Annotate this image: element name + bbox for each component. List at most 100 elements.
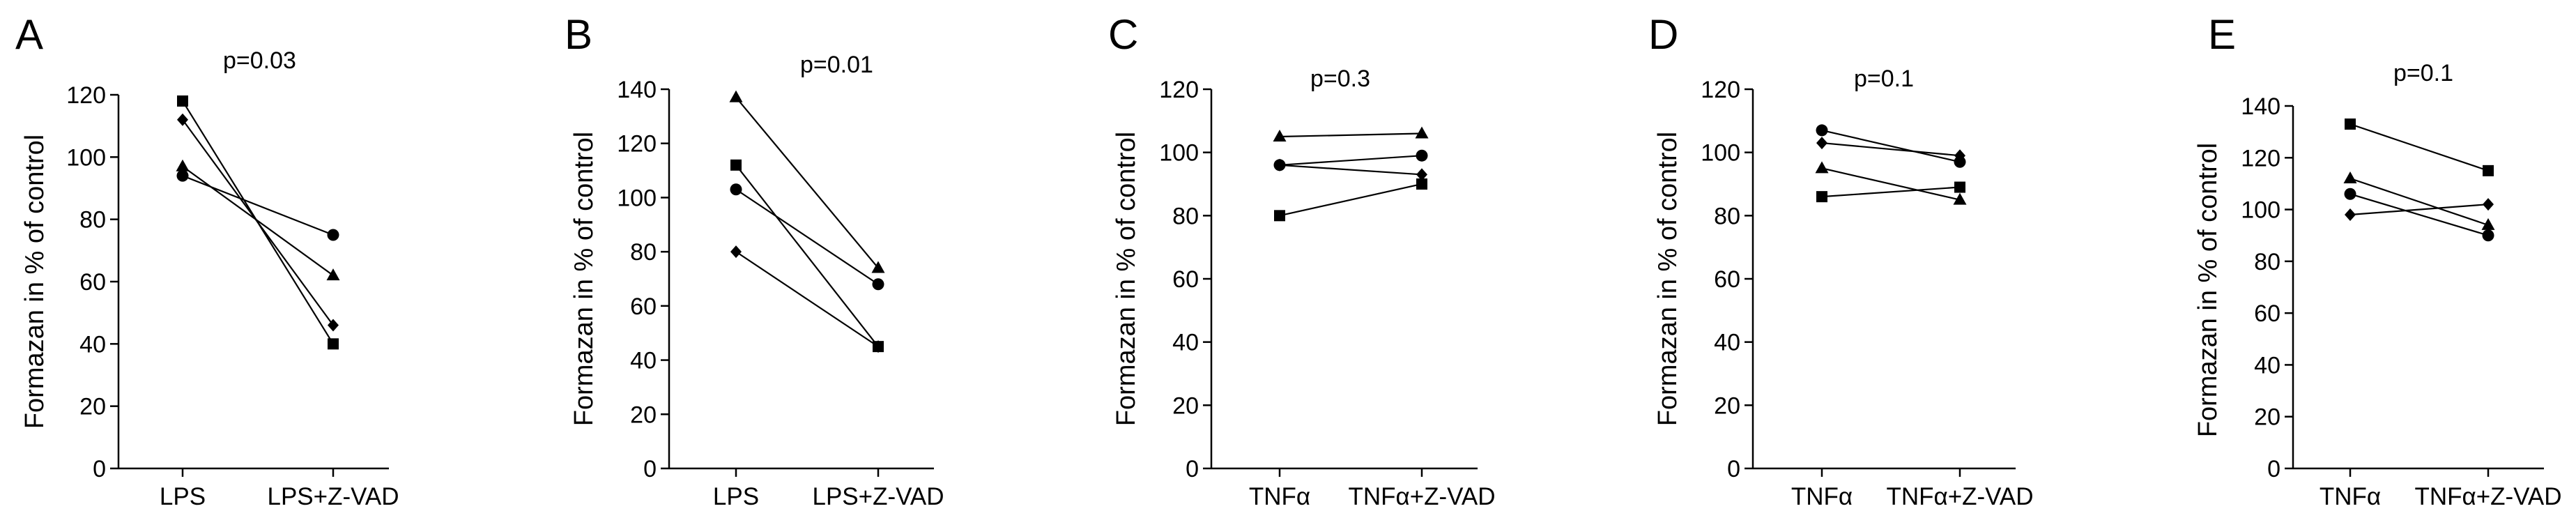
data-point-circle (730, 183, 742, 196)
series-diamond (730, 245, 884, 353)
series-line (1279, 183, 1423, 217)
data-point-circle (176, 169, 189, 182)
x-category-label: LPS (713, 483, 759, 510)
x-category-label: LPS+Z-VAD (268, 483, 399, 510)
data-point-square (2345, 119, 2356, 130)
series-diamond (177, 113, 339, 332)
data-point-square (328, 338, 339, 350)
series-square (1816, 181, 1965, 203)
series-line (1821, 186, 1961, 198)
p-value-annotation: p=0.03 (223, 47, 296, 74)
y-tick-label: 40 (2254, 352, 2280, 379)
x-category-label: LPS+Z-VAD (813, 483, 944, 510)
data-point-diamond (177, 113, 188, 126)
data-point-square (2483, 165, 2494, 176)
series-diamond (1274, 158, 1427, 181)
series-triangle (729, 90, 885, 273)
data-point-diamond (873, 340, 884, 353)
data-point-circle (872, 278, 884, 291)
p-value-annotation: p=0.01 (800, 52, 873, 78)
series-line (735, 96, 879, 269)
y-tick-label: 0 (93, 456, 106, 482)
y-axis-label: Formazan in % of control (1112, 132, 1141, 426)
y-tick-label: 0 (643, 456, 657, 482)
series-circle (176, 169, 339, 241)
data-point-square (177, 95, 188, 107)
data-point-diamond (1416, 168, 1427, 181)
series-line (182, 175, 334, 236)
x-category-label: LPS (160, 483, 206, 510)
panel-letter: A (15, 11, 43, 58)
y-tick-label: 60 (1172, 266, 1199, 293)
y-tick-label: 60 (1714, 266, 1740, 293)
y-tick-label: 40 (79, 331, 106, 358)
y-tick-label: 20 (2254, 404, 2280, 431)
series-line (1279, 164, 1423, 176)
series-line (182, 165, 334, 276)
data-point-circle (1416, 149, 1428, 162)
series-circle (1273, 149, 1428, 171)
y-axis-label: Formazan in % of control (1653, 132, 1682, 426)
p-value-annotation: p=0.1 (1854, 66, 1914, 92)
data-point-triangle (2343, 171, 2357, 183)
chart-panel-d: Dp=0.1 Formazan in % of control 0 20 40 60 80 1… (1648, 11, 2034, 510)
series-diamond (1816, 137, 1965, 162)
panel-letter: D (1648, 11, 1678, 58)
y-tick-label: 80 (1714, 203, 1740, 229)
y-tick-label: 80 (630, 239, 657, 266)
x-category-label: TNFα (2320, 483, 2381, 510)
y-tick-label: 60 (2254, 300, 2280, 327)
y-tick-label: 40 (1714, 330, 1740, 356)
p-value-annotation: p=0.1 (2393, 60, 2453, 86)
data-point-triangle (1273, 130, 1287, 142)
data-point-diamond (2483, 198, 2494, 211)
y-tick-label: 40 (630, 348, 657, 374)
series-diamond (2345, 198, 2494, 221)
y-tick-label: 60 (79, 269, 106, 296)
y-axis-label: Formazan in % of control (569, 132, 599, 426)
y-tick-label: 100 (66, 144, 106, 171)
y-tick-label: 0 (2267, 456, 2280, 482)
series-line (1821, 167, 1961, 201)
y-tick-label: 100 (617, 185, 657, 211)
chart-panel-b: Bp=0.01 Formazan in % of control 0 20 40 60 80… (565, 11, 944, 510)
data-point-triangle (1415, 126, 1429, 139)
series-line (182, 119, 334, 326)
x-category-label: TNFα+Z-VAD (1348, 483, 1495, 510)
series-line (735, 251, 879, 348)
y-tick-label: 140 (2241, 93, 2280, 120)
data-point-triangle (729, 90, 743, 102)
series-line (2349, 123, 2489, 171)
series-square (1274, 178, 1427, 222)
y-tick-label: 100 (1159, 140, 1199, 167)
data-point-diamond (730, 245, 742, 259)
data-point-circle (1816, 124, 1828, 137)
panel-letter: E (2208, 11, 2236, 58)
data-point-circle (327, 229, 339, 241)
y-tick-label: 120 (2241, 145, 2280, 171)
data-point-diamond (1816, 137, 1827, 150)
series-triangle (2343, 171, 2495, 230)
y-tick-label: 100 (2241, 197, 2280, 224)
data-point-square (1954, 181, 1965, 193)
data-point-square (1416, 178, 1427, 190)
x-category-label: TNFα+Z-VAD (2414, 483, 2561, 510)
series-line (1821, 129, 1961, 163)
x-category-label: TNFα+Z-VAD (1886, 483, 2033, 510)
y-tick-label: 140 (617, 77, 657, 103)
data-point-circle (2482, 229, 2494, 242)
series-line (735, 165, 879, 347)
series-square (730, 159, 884, 353)
y-axis-label: Formazan in % of control (2193, 143, 2223, 437)
data-point-square (1816, 191, 1827, 203)
series-circle (730, 183, 884, 291)
series-line (2349, 204, 2489, 216)
series-circle (1816, 124, 1966, 168)
y-axis-label: Formazan in % of control (20, 135, 49, 429)
data-point-triangle (1953, 192, 1967, 205)
y-tick-label: 20 (79, 394, 106, 420)
data-point-triangle (326, 268, 340, 281)
y-tick-label: 80 (2254, 249, 2280, 275)
chart-panel-c: Cp=0.3 Formazan in % of control 0 20 40 60 80 1… (1108, 11, 1496, 510)
